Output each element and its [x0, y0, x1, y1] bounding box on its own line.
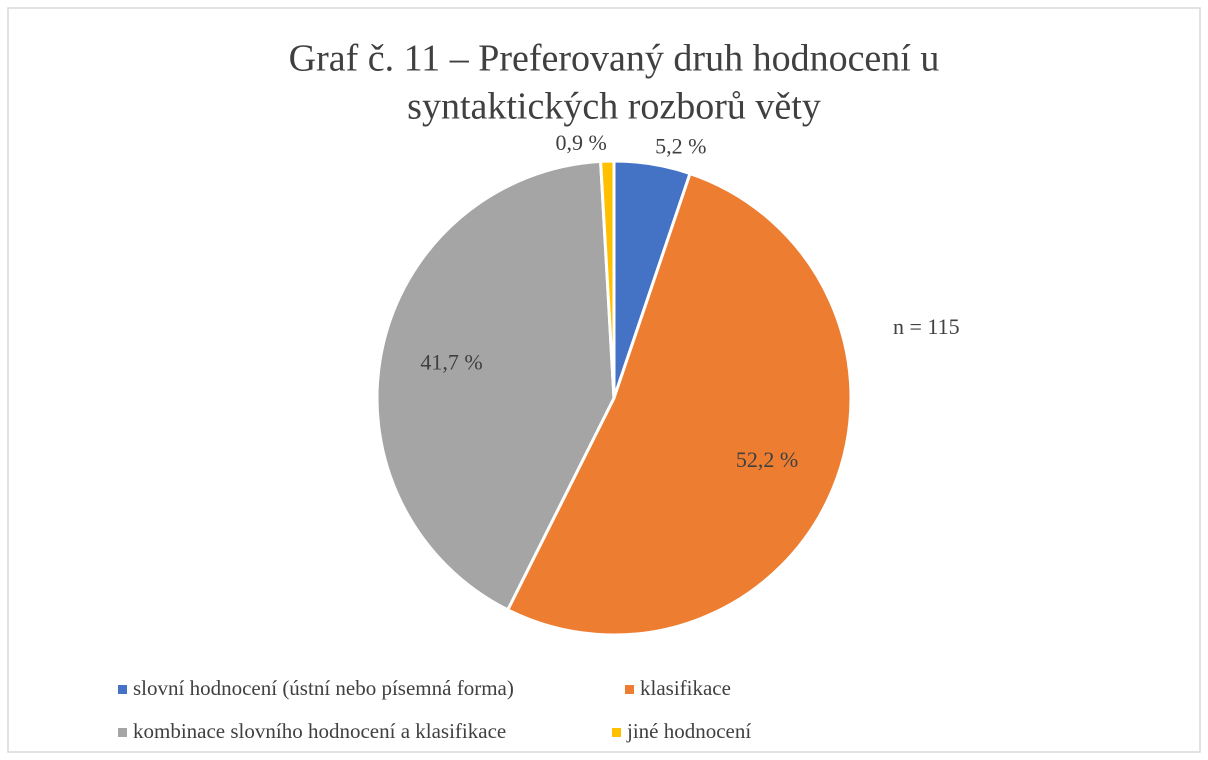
- pie-slice: [599, 159, 616, 399]
- chart-title: syntaktických rozborů věty: [407, 86, 821, 128]
- legend-label: kombinace slovního hodnocení a klasifika…: [133, 719, 506, 743]
- pie-slice: [505, 171, 853, 637]
- legend-label: klasifikace: [640, 676, 731, 700]
- legend-swatch: [118, 728, 127, 737]
- legend-label: jiné hodnocení: [626, 719, 751, 743]
- data-label: 41,7 %: [420, 349, 482, 374]
- annotation: n = 115: [893, 314, 960, 339]
- legend-swatch: [612, 728, 621, 737]
- data-label: 5,2 %: [655, 133, 706, 158]
- data-label: 0,9 %: [556, 130, 607, 155]
- data-label: 52,2 %: [736, 447, 798, 472]
- legend-label: slovní hodnocení (ústní nebo písemná for…: [133, 676, 514, 700]
- chart-title: Graf č. 11 – Preferovaný druh hodnocení …: [289, 38, 940, 80]
- legend-swatch: [625, 685, 634, 694]
- legend-swatch: [118, 685, 127, 694]
- pie-slice: [375, 159, 616, 612]
